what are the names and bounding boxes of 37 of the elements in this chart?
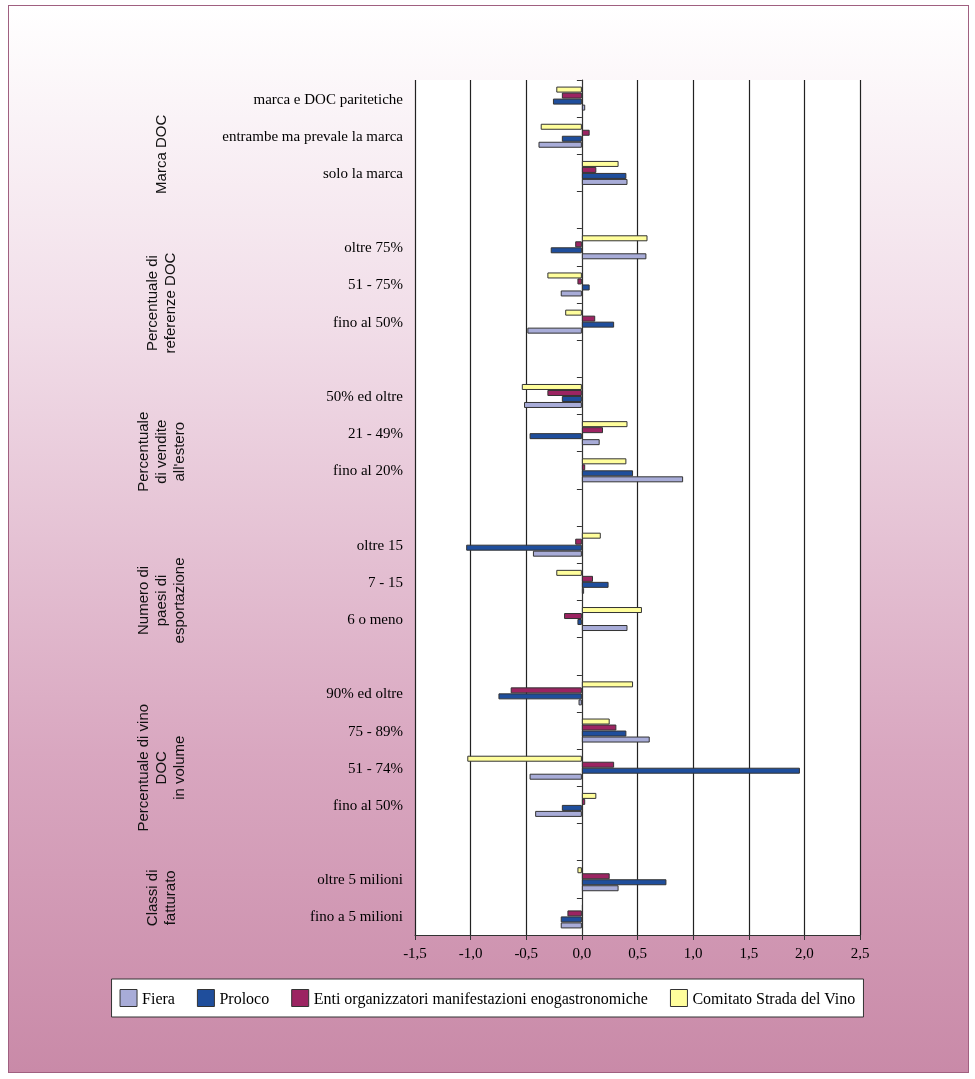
- y-tick-label: fino a 5 milioni: [310, 908, 403, 925]
- text: Percentuale di referenze DOC: [142, 252, 178, 354]
- x-tick-label: -0,5: [514, 944, 539, 961]
- y-tick-label: solo la marca: [323, 164, 404, 181]
- x-tick-label: 0,5: [628, 944, 647, 961]
- y-tick-label: 75 - 89%: [348, 722, 403, 739]
- y-tick-label: 51 - 75%: [348, 276, 403, 293]
- y-tick-label: entrambe ma prevale la marca: [222, 127, 404, 144]
- legend-label: Comitato Strada del Vino: [692, 989, 856, 1007]
- y-tick-label: oltre 5 milioni: [317, 871, 403, 888]
- legend-label: Fiera: [142, 989, 175, 1007]
- y-tick-label: oltre 75%: [344, 239, 403, 256]
- x-tick-label: 2,5: [850, 944, 870, 961]
- y-tick-label: 6 o meno: [347, 611, 403, 628]
- x-tick-label: 1,5: [739, 944, 759, 961]
- x-tick-label: 0,0: [572, 944, 592, 961]
- text: Percentuale di vendite all'estero: [133, 411, 187, 492]
- text: Percentuale di vino DOC in volume: [133, 703, 187, 832]
- y-tick-label: fino al 20%: [333, 462, 403, 479]
- legend-label: Proloco: [219, 989, 270, 1007]
- text: Classi di fatturato: [142, 869, 178, 927]
- y-tick-label: 50% ed oltre: [326, 387, 404, 404]
- y-tick-label: marca e DOC paritetiche: [253, 90, 404, 107]
- y-tick-label: fino al 50%: [333, 796, 403, 813]
- text: Marca DOC: [151, 114, 169, 194]
- y-tick-label: fino al 50%: [333, 313, 403, 330]
- x-tick-label: 1,0: [683, 944, 703, 961]
- x-tick-label: -1,5: [403, 944, 427, 961]
- y-tick-label: 7 - 15: [368, 573, 403, 590]
- y-tick-label: oltre 15: [356, 536, 403, 553]
- text: Numero di paesi di esportazione: [133, 557, 187, 644]
- y-tick-label: 51 - 74%: [348, 759, 403, 776]
- legend-label: Enti organizzatori manifestazioni enogastronomiche: [313, 989, 648, 1008]
- y-tick-label: 90% ed oltre: [326, 685, 404, 702]
- x-tick-label: -1,0: [458, 944, 483, 961]
- x-tick-label: 2,0: [795, 944, 814, 961]
- y-tick-label: 21 - 49%: [348, 425, 403, 442]
